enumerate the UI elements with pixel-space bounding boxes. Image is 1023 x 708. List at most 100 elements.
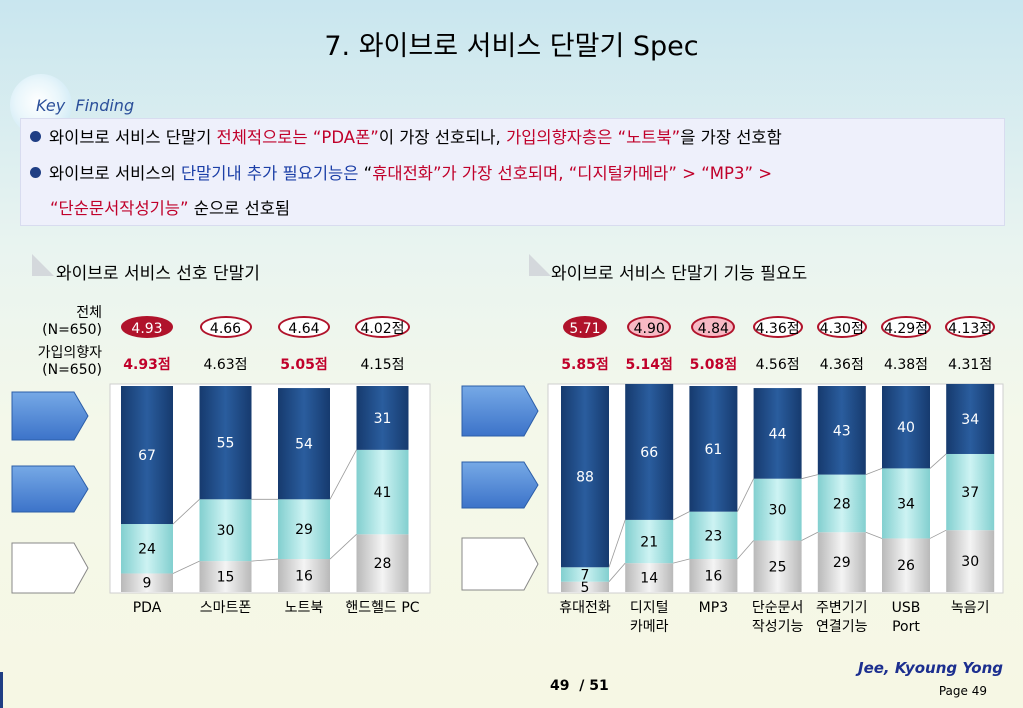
- total-score-ellipse: 4.93: [121, 316, 173, 338]
- page-label: Page 49: [938, 684, 987, 698]
- bar-value-label: 29: [833, 555, 851, 571]
- bar-value-label: 34: [961, 412, 979, 428]
- bar-segment-top2: [356, 386, 409, 450]
- bar-connector-line: [608, 519, 626, 568]
- bar-connector-line: [929, 529, 947, 539]
- category-label: PDA: [133, 600, 162, 616]
- bullet-icon: [30, 131, 41, 142]
- right-section-title: 와이브로 서비스 단말기 기능 필요도: [551, 264, 808, 284]
- intent-score: 4.15점: [360, 357, 405, 373]
- bar-value-label: 37: [961, 485, 979, 501]
- bar-connector-line: [172, 499, 200, 525]
- category-label: MP3: [699, 600, 728, 616]
- intent-score: 4.93점: [123, 357, 171, 373]
- category-label: 노트북: [285, 600, 324, 616]
- bar-segment-neutral: [882, 468, 930, 539]
- bar-value-label: 61: [704, 442, 722, 458]
- bar-connector-line: [865, 531, 883, 539]
- bar-segment-top2: [561, 386, 609, 568]
- category-label: 녹음기: [951, 600, 990, 616]
- bar-segment-neutral: [561, 567, 609, 582]
- bar-value-label: 16: [295, 569, 313, 585]
- bar-segment-bottom2: [817, 532, 866, 592]
- legend-left-top2: Top2 선호: [27, 399, 61, 433]
- bar-value-label: 88: [576, 470, 594, 486]
- page-number: 49 / 51: [550, 678, 609, 694]
- bar-value-label: 44: [769, 426, 787, 442]
- category-label: Port: [892, 619, 920, 635]
- section-marker-icon: [32, 254, 54, 276]
- intent-score: 4.31점: [948, 357, 993, 373]
- bar-segment-neutral: [689, 511, 738, 560]
- row-label-total: 전체 (N=650): [42, 305, 102, 338]
- bar-value-label: 24: [138, 542, 156, 558]
- bar-segment-top2: [753, 388, 802, 479]
- bar-connector-line: [172, 560, 200, 574]
- bar-segment-neutral: [753, 478, 802, 541]
- bar-value-label: 30: [769, 503, 787, 519]
- legend-right-top2: Top2 필요: [477, 394, 511, 428]
- bar-segment-neutral: [625, 519, 674, 564]
- bar-segment-bottom2: [882, 538, 930, 592]
- page-title: 7. 와이브로 서비스 단말기 Spec: [324, 31, 699, 62]
- bar-value-label: 30: [961, 554, 979, 570]
- bar-value-label: 54: [295, 437, 313, 453]
- author: Jee, Kyoung Yong: [857, 659, 1003, 677]
- finding-bullet-2: 와이브로 서비스의 단말기내 추가 필요기능은 “휴대전화”가 가장 선호되며,…: [30, 160, 772, 184]
- bar-segment-top2: [121, 386, 173, 525]
- bar-connector-line: [737, 478, 754, 512]
- category-label: 단순문서: [752, 600, 804, 616]
- bar-value-label: 41: [374, 485, 392, 501]
- bar-value-label: 7: [581, 567, 590, 583]
- category-label: 연결기능: [816, 619, 868, 635]
- legend-right-neutral: 보통: [481, 477, 507, 493]
- total-score-ellipse: 4.66: [199, 316, 252, 338]
- category-label: 핸드헬드 PC: [345, 600, 419, 616]
- bar-connector-line: [865, 468, 883, 475]
- bar-value-label: 26: [897, 558, 915, 574]
- key-finding-label: Key Finding: [36, 96, 135, 115]
- total-score-ellipse: 4.29점: [881, 316, 931, 338]
- bar-segment-bottom2: [689, 559, 738, 592]
- bar-segment-neutral: [817, 474, 866, 533]
- category-label: 디지털: [630, 600, 669, 616]
- left-edge-accent: [0, 672, 3, 708]
- bar-connector-line: [251, 558, 279, 562]
- bar-segment-bottom2: [625, 563, 674, 592]
- bar-segment-neutral: [356, 449, 409, 535]
- bar-segment-top2: [817, 386, 866, 475]
- bar-segment-bottom2: [561, 581, 609, 592]
- bar-connector-line: [673, 558, 690, 564]
- intent-score: 5.85점: [561, 357, 609, 373]
- intent-score: 4.56점: [755, 357, 800, 373]
- right-plot-area: [547, 383, 1004, 594]
- finding-bullet-1: 와이브로 서비스 단말기 전체적으로는 “PDA폰”이 가장 선호되나, 가입의…: [30, 124, 782, 148]
- bar-connector-line: [801, 474, 818, 480]
- bar-value-label: 30: [217, 523, 235, 539]
- bar-segment-top2: [278, 388, 330, 500]
- legend-left-neutral: 보통: [31, 481, 57, 497]
- bar-segment-neutral: [278, 499, 330, 560]
- legend-right-bottom2: Bottom2 비필요: [463, 547, 525, 581]
- key-finding-box: [20, 118, 1005, 226]
- category-label: 스마트폰: [200, 600, 252, 616]
- intent-score: 4.36점: [819, 357, 864, 373]
- total-score-ellipse: 4.02점: [355, 316, 410, 338]
- bar-value-label: 28: [374, 556, 392, 572]
- bar-connector-line: [608, 562, 626, 582]
- bar-value-label: 25: [769, 559, 787, 575]
- bar-value-label: 21: [640, 535, 658, 551]
- bar-connector-line: [329, 449, 357, 500]
- bar-connector-line: [329, 534, 357, 560]
- intent-score: 5.05점: [280, 357, 328, 373]
- bar-value-label: 15: [217, 570, 235, 586]
- bar-segment-bottom2: [356, 534, 409, 592]
- bar-value-label: 66: [640, 445, 658, 461]
- bar-segment-bottom2: [753, 540, 802, 592]
- total-score-ellipse: 4.64: [278, 316, 330, 338]
- category-label: 주변기기: [816, 600, 868, 616]
- bar-segment-bottom2: [278, 559, 330, 592]
- bar-connector-line: [673, 511, 690, 521]
- total-score-ellipse: 4.13점: [945, 316, 996, 338]
- intent-score: 5.08점: [689, 357, 738, 373]
